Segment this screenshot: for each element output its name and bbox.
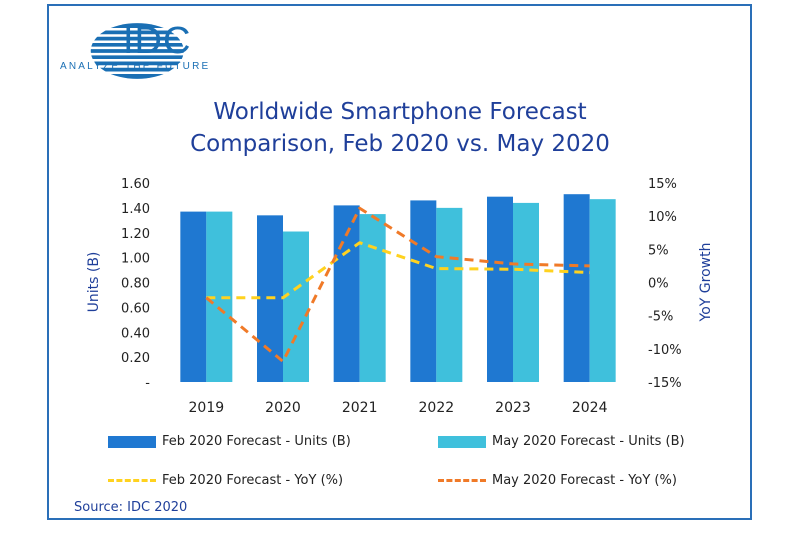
line-feb-yoy [206,241,590,300]
y2-tick-label: -10% [648,343,682,358]
bar-may-units [359,214,386,382]
bar-may-units [283,231,309,382]
legend-label-feb-units: Feb 2020 Forecast - Units (B) [162,434,351,449]
idc-logo-icon [87,23,189,79]
chart-title-line-1: Worldwide Smartphone Forecast [213,99,587,125]
x-tick-label: 2019 [189,400,225,416]
line-may-yoy [205,206,590,363]
chart-frame [47,4,752,520]
legend-swatch-may-yoy [438,479,486,482]
y2-tick-label: 0% [648,277,669,292]
y2-axis-title: YoY Growth [698,243,714,323]
y-axis-title: Units (B) [86,252,102,313]
y2-tick-label: 15% [648,177,677,192]
bar-feb-units [410,200,437,382]
y2-tick-label: -15% [648,376,682,391]
y2-tick-label: 5% [648,243,669,258]
legend-swatch-may-units [438,435,486,448]
y-tick-label: 0.40 [121,326,150,341]
y-tick-label: 0.80 [121,277,150,292]
x-tick-label: 2022 [419,400,455,416]
bar-feb-units [180,211,207,382]
y-tick-label: 1.00 [121,252,150,267]
legend-swatch-feb-units [108,435,156,448]
chart-title: Worldwide Smartphone Forecast Comparison… [150,96,650,160]
legend-label-may-yoy: May 2020 Forecast - YoY (%) [492,473,677,488]
bar-may-units [436,207,463,382]
bar-feb-units [563,194,590,382]
bar-may-units [513,202,539,382]
x-tick-label: 2021 [342,400,378,416]
legend-item-feb-yoy: Feb 2020 Forecast - YoY (%) [108,473,343,488]
logo-name: IDC [123,20,192,62]
y2-tick-label: -5% [648,310,673,325]
y-tick-label: - [145,376,150,391]
bar-may-units [589,199,616,382]
legend-item-may-units: May 2020 Forecast - Units (B) [438,434,685,449]
bar-feb-units [487,196,513,382]
legend-swatch-feb-yoy [108,479,156,482]
y-tick-label: 1.20 [121,227,150,242]
y-tick-label: 0.20 [121,351,150,366]
x-tick-label: 2023 [495,400,531,416]
y-tick-label: 0.60 [121,301,150,316]
x-tick-label: 2024 [572,400,608,416]
legend-label-feb-yoy: Feb 2020 Forecast - YoY (%) [162,473,344,488]
legend-item-feb-units: Feb 2020 Forecast - Units (B) [108,434,351,449]
x-tick-label: 2020 [265,400,301,416]
source-note: Source: IDC 2020 [74,500,188,515]
y-tick-label: 1.40 [121,202,150,217]
legend-item-may-yoy: May 2020 Forecast - YoY (%) [438,473,677,488]
y2-tick-label: 10% [648,210,677,225]
chart-title-line-2: Comparison, Feb 2020 vs. May 2020 [190,131,610,157]
legend-label-may-units: May 2020 Forecast - Units (B) [492,434,685,449]
y-tick-label: 1.60 [121,177,150,192]
logo-tagline: ANALYZE THE FUTURE [60,61,211,72]
